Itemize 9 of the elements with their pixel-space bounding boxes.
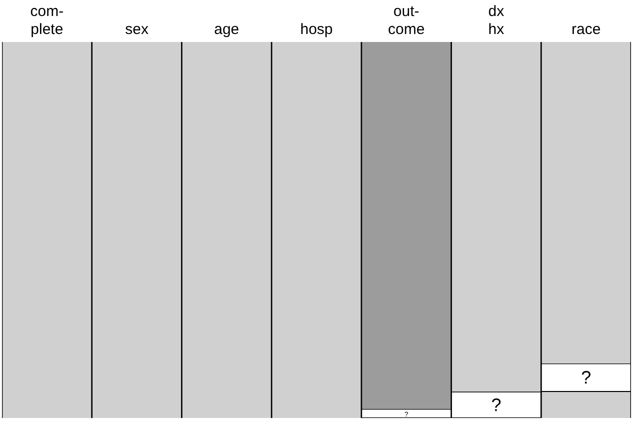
x-tick-label: out- come [388, 3, 425, 38]
x-tick-label: hosp [300, 21, 333, 38]
x-tick-label: age [214, 21, 240, 38]
x-tick-label: dx hx [488, 3, 505, 38]
annotation: ? [581, 368, 592, 388]
x-tick-label: com- plete [30, 3, 64, 38]
x-tick-label: sex [125, 21, 149, 38]
annotation: ? [491, 394, 502, 415]
x-tick-label: race [571, 21, 601, 38]
